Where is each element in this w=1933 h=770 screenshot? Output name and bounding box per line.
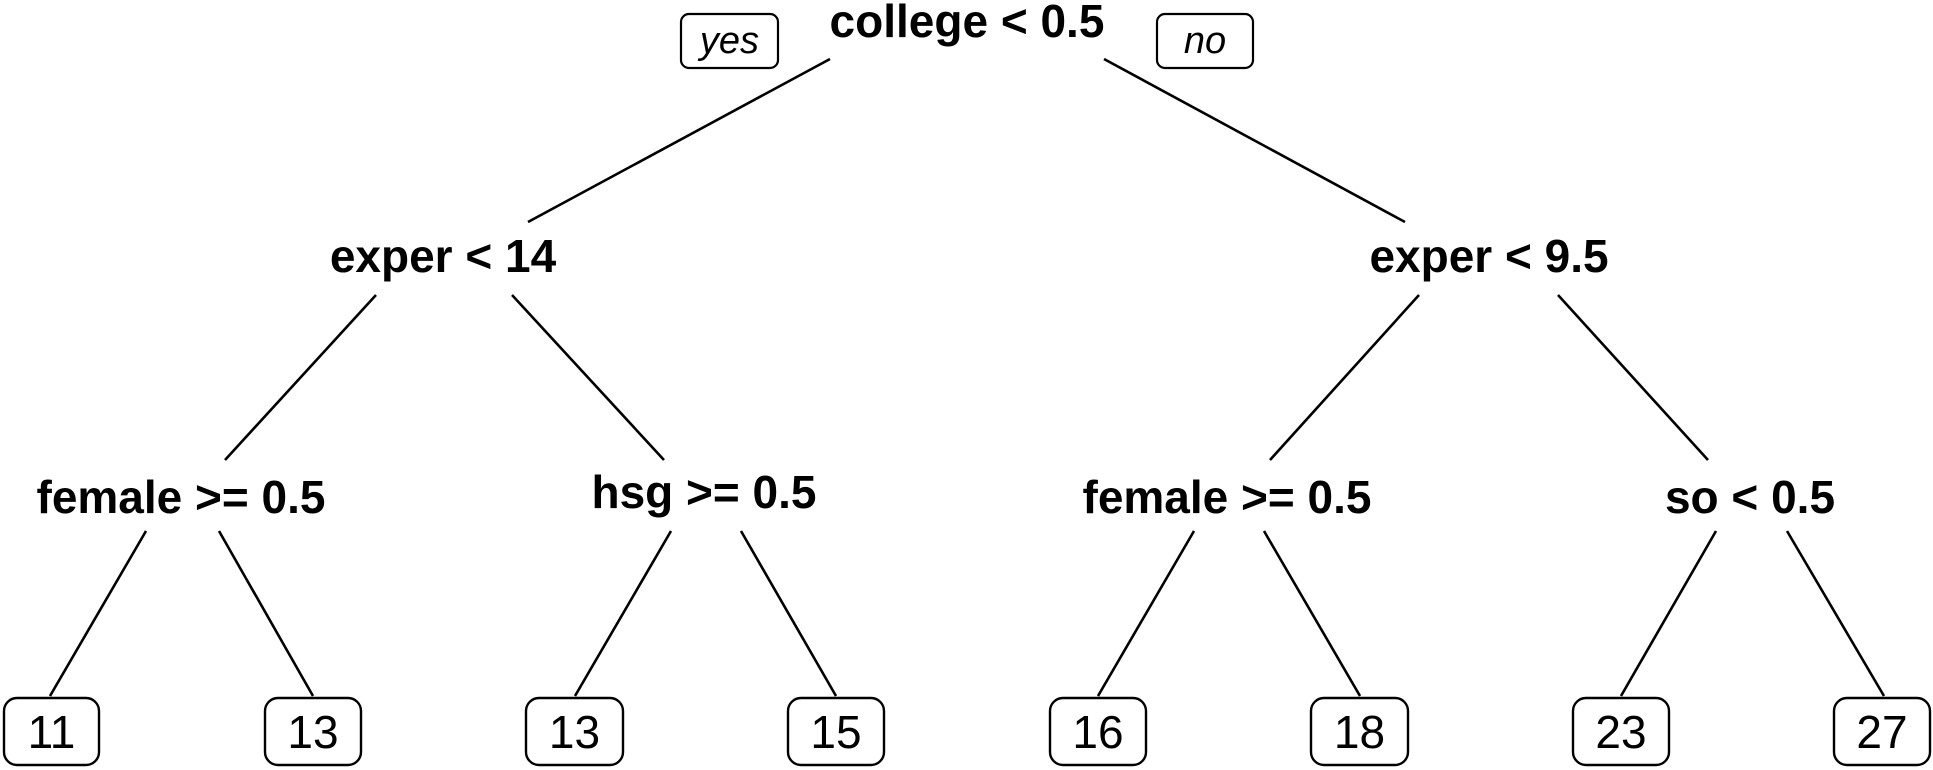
- leaf-node: 11: [2, 696, 101, 767]
- leaf-value: 23: [1595, 706, 1646, 758]
- edge-n3-leaf1: [1096, 530, 1196, 697]
- branch-yes-label: yes: [697, 20, 759, 62]
- split-left-left-label: female >= 0.5: [37, 471, 326, 523]
- split-right-right-label: so < 0.5: [1665, 471, 1835, 523]
- leaf-node: 13: [524, 696, 625, 767]
- edge-l1-left-left: [224, 294, 377, 461]
- leaf-value: 13: [549, 706, 600, 758]
- branch-yes-tag: yes: [679, 12, 780, 70]
- leaf-node: 15: [786, 696, 886, 767]
- tree-edges: [48, 57, 1886, 697]
- edge-n4-leaf1: [1619, 530, 1718, 697]
- split-right-left-label: female >= 0.5: [1083, 471, 1372, 523]
- edge-root-right: [1103, 57, 1406, 224]
- leaf-value: 15: [810, 706, 861, 758]
- leaf-value: 16: [1072, 706, 1123, 758]
- leaf-value: 27: [1856, 706, 1907, 758]
- edge-n1-leaf1: [48, 530, 148, 697]
- split-left-label: exper < 14: [330, 230, 557, 282]
- leaf-node: 23: [1571, 696, 1671, 767]
- leaf-node: 13: [263, 696, 363, 767]
- edge-l1-right-left: [1269, 294, 1420, 461]
- leaf-node: 27: [1832, 696, 1932, 767]
- leaf-value: 11: [28, 706, 76, 758]
- root-split-label: college < 0.5: [830, 0, 1105, 47]
- leaf-value: 13: [287, 706, 338, 758]
- edge-root-left: [527, 57, 831, 224]
- leaf-node: 16: [1048, 696, 1148, 767]
- edge-n3-leaf2: [1262, 530, 1362, 697]
- split-left-right-label: hsg >= 0.5: [591, 466, 816, 518]
- edge-n4-leaf2: [1785, 530, 1886, 697]
- edge-n1-leaf2: [217, 530, 315, 697]
- leaf-value: 18: [1334, 706, 1385, 758]
- branch-no-tag: no: [1155, 12, 1255, 70]
- leaf-node: 18: [1309, 696, 1410, 767]
- edge-l1-left-right: [511, 294, 665, 461]
- branch-no-label: no: [1184, 20, 1226, 62]
- edge-l1-right-right: [1557, 294, 1709, 461]
- edge-n2-leaf1: [573, 530, 673, 697]
- edge-n2-leaf2: [739, 530, 838, 697]
- split-right-label: exper < 9.5: [1369, 230, 1608, 282]
